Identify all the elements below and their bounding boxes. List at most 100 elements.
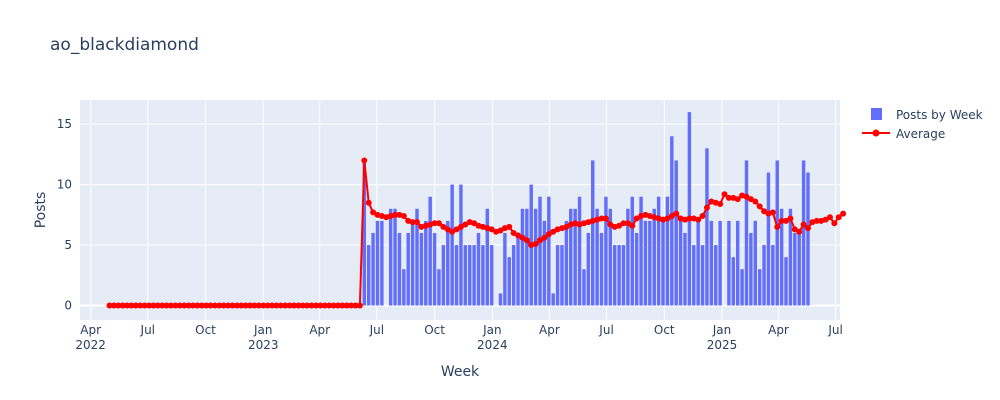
average-point[interactable] <box>282 302 289 309</box>
bar[interactable] <box>511 245 516 306</box>
average-point[interactable] <box>167 302 174 309</box>
bar[interactable] <box>463 245 468 306</box>
average-point[interactable] <box>110 302 117 309</box>
average-point[interactable] <box>185 302 192 309</box>
bar[interactable] <box>573 208 577 306</box>
average-point[interactable] <box>211 302 218 309</box>
average-point[interactable] <box>400 213 407 220</box>
average-point[interactable] <box>537 237 544 244</box>
bar[interactable] <box>415 208 419 306</box>
bar[interactable] <box>779 208 784 306</box>
average-point[interactable] <box>523 237 530 244</box>
bar[interactable] <box>801 160 806 306</box>
average-point[interactable] <box>330 302 337 309</box>
average-point[interactable] <box>321 302 328 309</box>
average-point[interactable] <box>286 302 293 309</box>
bar[interactable] <box>591 160 595 306</box>
average-point[interactable] <box>348 302 355 309</box>
average-point[interactable] <box>497 227 504 234</box>
average-point[interactable] <box>343 302 350 309</box>
average-point[interactable] <box>277 302 284 309</box>
bar[interactable] <box>665 196 670 306</box>
average-point[interactable] <box>840 210 847 217</box>
bar[interactable] <box>709 220 714 306</box>
average-point[interactable] <box>624 220 631 227</box>
average-point[interactable] <box>734 196 741 203</box>
bar[interactable] <box>432 232 437 306</box>
bar[interactable] <box>533 208 538 306</box>
bar[interactable] <box>766 172 771 306</box>
average-point[interactable] <box>717 200 724 207</box>
average-point[interactable] <box>822 216 829 223</box>
average-point[interactable] <box>132 302 139 309</box>
bar[interactable] <box>393 208 397 306</box>
bar[interactable] <box>643 220 648 306</box>
bar[interactable] <box>639 196 643 306</box>
average-point[interactable] <box>506 223 513 230</box>
bar[interactable] <box>714 245 718 306</box>
bar[interactable] <box>775 160 779 306</box>
bar[interactable] <box>441 245 446 306</box>
average-point[interactable] <box>242 302 249 309</box>
average-point[interactable] <box>203 302 210 309</box>
bar[interactable] <box>661 220 665 306</box>
average-point[interactable] <box>225 302 232 309</box>
bar[interactable] <box>380 220 384 306</box>
bar[interactable] <box>542 220 547 306</box>
average-point[interactable] <box>440 223 447 230</box>
bar[interactable] <box>674 160 678 306</box>
average-point[interactable] <box>334 302 341 309</box>
average-point[interactable] <box>312 302 319 309</box>
bar[interactable] <box>560 245 564 306</box>
bar[interactable] <box>397 232 402 306</box>
average-point[interactable] <box>804 225 811 232</box>
average-point[interactable] <box>176 302 183 309</box>
average-point[interactable] <box>769 209 776 216</box>
average-point[interactable] <box>198 302 205 309</box>
average-point[interactable] <box>181 302 188 309</box>
bar[interactable] <box>564 220 569 306</box>
average-point[interactable] <box>150 302 157 309</box>
bar[interactable] <box>735 220 740 306</box>
bar[interactable] <box>406 232 410 306</box>
bar[interactable] <box>498 293 503 306</box>
bar[interactable] <box>410 220 415 306</box>
average-point[interactable] <box>774 223 781 230</box>
average-point[interactable] <box>159 302 166 309</box>
bar[interactable] <box>468 245 472 306</box>
average-point[interactable] <box>220 302 227 309</box>
average-point[interactable] <box>761 208 768 215</box>
bar[interactable] <box>762 245 766 306</box>
average-point[interactable] <box>273 302 280 309</box>
average-point[interactable] <box>260 302 267 309</box>
bar[interactable] <box>503 232 507 306</box>
average-point[interactable] <box>115 302 122 309</box>
average-point[interactable] <box>295 302 302 309</box>
average-point[interactable] <box>791 226 798 233</box>
average-point[interactable] <box>352 302 359 309</box>
average-point[interactable] <box>616 222 623 229</box>
bar[interactable] <box>424 220 428 306</box>
bar[interactable] <box>696 220 700 306</box>
average-point[interactable] <box>291 302 298 309</box>
bar[interactable] <box>489 245 494 306</box>
bar[interactable] <box>806 172 810 306</box>
average-point[interactable] <box>251 302 258 309</box>
bar[interactable] <box>577 196 582 306</box>
bar[interactable] <box>617 245 621 306</box>
bar[interactable] <box>375 220 380 306</box>
bar[interactable] <box>516 232 520 306</box>
bar[interactable] <box>599 232 604 306</box>
average-point[interactable] <box>783 217 790 224</box>
average-point[interactable] <box>172 302 179 309</box>
average-point[interactable] <box>695 216 702 223</box>
average-point[interactable] <box>339 302 346 309</box>
average-point[interactable] <box>747 196 754 203</box>
average-point[interactable] <box>255 302 262 309</box>
legend-item-average[interactable]: Average <box>862 127 945 141</box>
bar[interactable] <box>771 245 775 306</box>
average-point[interactable] <box>453 226 460 233</box>
average-point[interactable] <box>550 228 557 235</box>
average-point[interactable] <box>409 219 416 226</box>
bar[interactable] <box>656 196 661 306</box>
